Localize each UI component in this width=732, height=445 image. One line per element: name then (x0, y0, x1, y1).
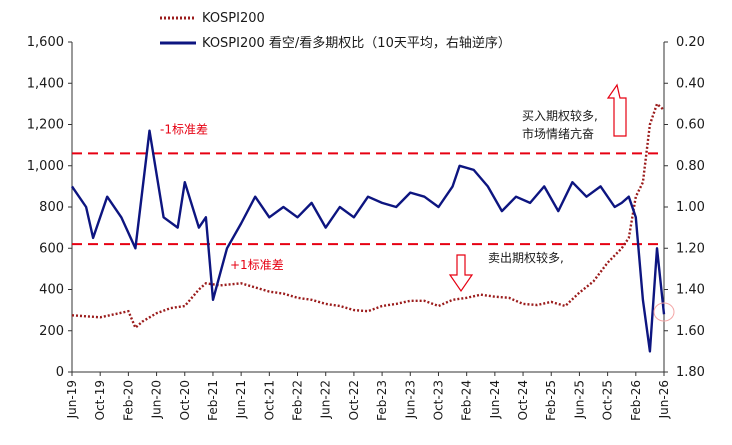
legend-label-kospi200: KOSPI200 (202, 11, 265, 26)
y-right-tick-label: 0.40 (676, 76, 705, 91)
x-tick-label: Feb-26 (629, 380, 643, 421)
x-tick-label: Oct-25 (601, 380, 615, 420)
x-tick-label: Feb-24 (460, 380, 474, 421)
y-right-tick-label: 1.00 (676, 200, 705, 215)
x-tick-label: Jun-25 (572, 380, 586, 419)
x-tick-label: Oct-21 (262, 380, 276, 420)
annotation-selling-line: 卖出期权较多, (488, 250, 564, 265)
x-tick-label: Feb-20 (121, 380, 135, 421)
y-left-tick-label: 0 (56, 365, 64, 380)
annotations: 买入期权较多, 市场情绪亢奋 卖出期权较多, (448, 83, 675, 322)
reference-lines: -1标准差 +1标准差 (72, 122, 664, 272)
x-tick-label: Feb-23 (375, 380, 389, 421)
x-tick-label: Oct-22 (347, 380, 361, 420)
legend-label-ratio: KOSPI200 看空/看多期权比（10天平均，右轴逆序） (202, 35, 511, 51)
latest-point-highlight (653, 302, 675, 322)
reference-line-label: +1标准差 (230, 258, 284, 272)
x-tick-label: Feb-25 (544, 380, 558, 421)
annotation-excited-line2: 市场情绪亢奋 (522, 126, 594, 141)
x-axis: Jun-19 Oct-19 Feb-20 Jun-20 Oct-20 Feb-21 Jun-… (65, 371, 671, 421)
x-tick-label: Jun-21 (234, 380, 248, 419)
x-tick-label: Jun-19 (65, 380, 79, 419)
series-line (71, 129, 666, 353)
x-tick-label: Jun-23 (403, 380, 417, 419)
x-tick-label: Feb-22 (291, 380, 305, 421)
y-right-tick-label: 1.20 (676, 241, 705, 256)
y-right-tick-label: 1.40 (676, 283, 705, 298)
y-left-tick-label: 1,000 (27, 159, 64, 174)
y-left-tick-label: 800 (39, 200, 64, 215)
y-right-tick-label: 0.80 (676, 159, 705, 174)
legend: KOSPI200 KOSPI200 看空/看多期权比（10天平均，右轴逆序） (160, 11, 511, 51)
y-left-tick-label: 200 (39, 324, 64, 339)
y-axis-right: 0.20 0.40 0.60 0.80 1.00 1.20 1.40 1.60 1.80 (663, 35, 705, 380)
y-right-tick-label: 0.60 (676, 118, 705, 133)
y-right-tick-label: 1.80 (676, 365, 705, 380)
series-put-call-ratio (71, 129, 666, 353)
x-tick-label: Jun-24 (488, 380, 502, 419)
reference-line-label: -1标准差 (160, 122, 208, 136)
series-kospi200 (71, 101, 665, 330)
x-tick-label: Oct-19 (93, 380, 107, 420)
y-left-tick-label: 400 (39, 283, 64, 298)
x-tick-label: Oct-20 (178, 380, 192, 420)
x-tick-label: Jun-22 (319, 380, 333, 419)
x-tick-label: Feb-21 (206, 380, 220, 421)
y-left-tick-label: 1,600 (27, 35, 64, 50)
y-right-tick-label: 1.60 (676, 324, 705, 339)
arrow-down-icon (448, 254, 474, 293)
y-axis-left: 0 200 400 600 800 1,000 1,200 1,400 1,600 (27, 35, 73, 380)
series-line (71, 101, 665, 330)
arrow-up-icon (606, 83, 627, 137)
x-tick-label: Jun-20 (150, 380, 164, 419)
y-left-tick-label: 1,200 (27, 118, 64, 133)
y-left-tick-label: 1,400 (27, 76, 64, 91)
x-tick-label: Oct-24 (516, 380, 530, 420)
y-right-tick-label: 0.20 (676, 35, 705, 50)
annotation-excited-line1: 买入期权较多, (522, 108, 598, 123)
y-left-tick-label: 600 (39, 241, 64, 256)
x-tick-label: Jun-26 (657, 380, 671, 419)
x-tick-label: Oct-23 (431, 380, 445, 420)
